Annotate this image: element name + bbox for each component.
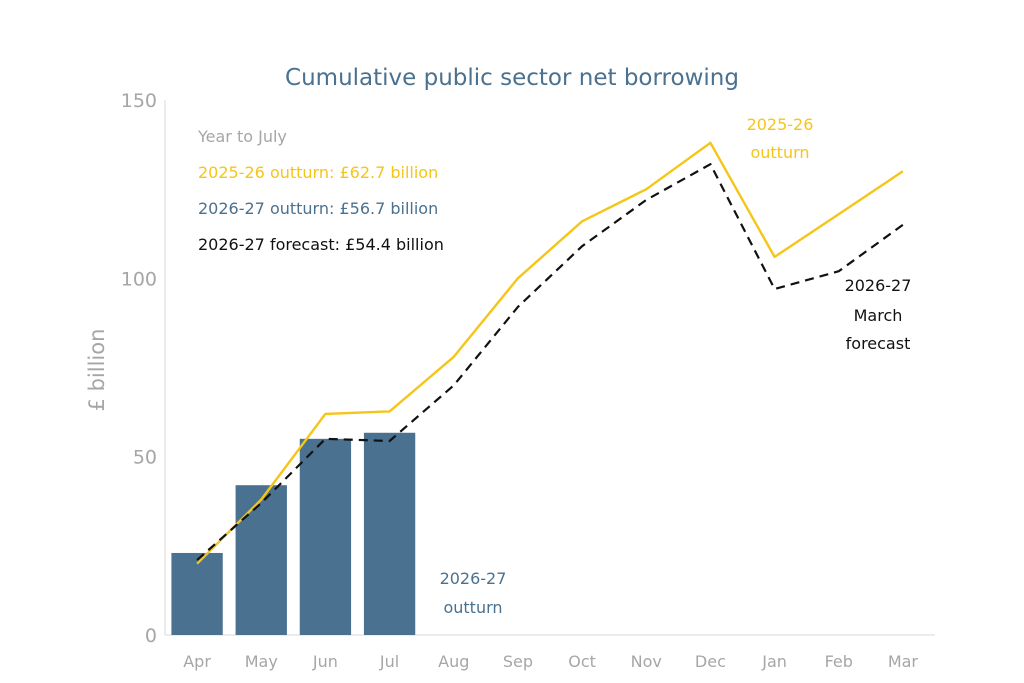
annotation-2025-26-line1: 2025-26 — [747, 115, 814, 134]
x-tick-label: Jun — [312, 652, 338, 671]
annotation-2026-27-outturn-line2: outturn — [443, 598, 502, 617]
note-line-2025-26: 2025-26 outturn: £62.7 billion — [198, 163, 438, 182]
bars-2026-27-outturn — [171, 432, 416, 635]
x-tick-label: Feb — [825, 652, 853, 671]
x-tick-label: Oct — [568, 652, 596, 671]
chart-title: Cumulative public sector net borrowing — [285, 65, 739, 91]
x-tick-label: Jul — [379, 652, 399, 671]
y-tick-label: 150 — [121, 90, 157, 112]
bar-2026-27-outturn — [171, 552, 223, 635]
x-tick-label: Aug — [438, 652, 469, 671]
annotation-forecast-line1: 2026-27 — [845, 276, 912, 295]
line-2025-26-outturn — [196, 141, 904, 565]
x-tick-label: Mar — [888, 652, 919, 671]
y-axis-label: £ billion — [85, 329, 109, 412]
x-tick-label: Apr — [183, 652, 211, 671]
y-tick-label: 50 — [133, 447, 157, 469]
x-tick-label: May — [245, 652, 278, 671]
annotation-2026-27-outturn-line1: 2026-27 — [440, 569, 507, 588]
y-ticks: 0 50 100 150 — [121, 90, 157, 647]
note-line-2026-27-forecast: 2026-27 forecast: £54.4 billion — [198, 235, 444, 254]
note-heading: Year to July — [197, 127, 287, 146]
annotation-forecast-line2: March — [854, 306, 903, 325]
x-tick-label: Sep — [503, 652, 533, 671]
annotations: 2025-26 outturn 2026-27 March forecast 2… — [440, 115, 912, 617]
x-tick-label: Dec — [695, 652, 726, 671]
x-tick-label: Jan — [761, 652, 787, 671]
bar-2026-27-outturn — [299, 438, 352, 635]
note-line-2026-27-outturn: 2026-27 outturn: £56.7 billion — [198, 199, 438, 218]
y-tick-label: 0 — [145, 625, 157, 647]
x-ticks: Apr May Jun Jul Aug Sep Oct Nov Dec Jan Feb Mar — [183, 652, 918, 671]
y-tick-label: 100 — [121, 268, 157, 290]
bar-2026-27-outturn — [363, 432, 416, 635]
line-series — [196, 141, 904, 565]
summary-note: Year to July 2025-26 outturn: £62.7 bill… — [197, 127, 444, 254]
annotation-forecast-line3: forecast — [846, 334, 911, 353]
axes — [164, 100, 935, 636]
line-2026-27-forecast — [196, 163, 904, 561]
x-tick-label: Nov — [631, 652, 662, 671]
annotation-2025-26-line2: outturn — [750, 143, 809, 162]
bar-2026-27-outturn — [235, 485, 287, 635]
